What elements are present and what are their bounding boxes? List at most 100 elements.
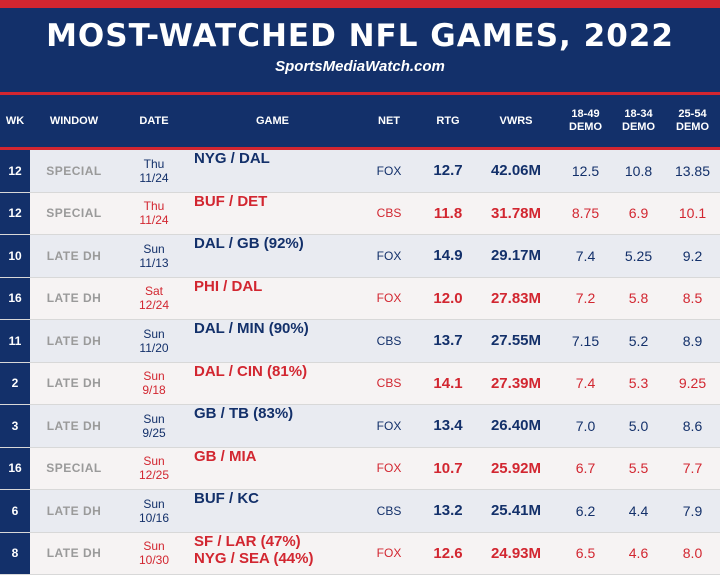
date-value: 12/25 [139,468,169,482]
window-cell: LATE DH [30,405,118,447]
week-cell: 6 [0,490,30,532]
date-value: 11/20 [139,341,168,355]
week-cell: 12 [0,150,30,192]
game-matchup: PHI / DAL [194,278,262,295]
date-day: Thu [144,199,165,213]
window-cell: LATE DH [30,320,118,362]
column-header: GAME [190,95,355,147]
game-matchup: BUF / KC [194,490,259,507]
network-cell: CBS [355,193,423,235]
window-cell: LATE DH [30,235,118,277]
demo-18-34-cell: 6.9 [612,193,665,235]
demo-25-54-cell: 9.2 [665,235,720,277]
week-cell: 3 [0,405,30,447]
window-cell: LATE DH [30,363,118,405]
column-header: WINDOW [30,95,118,147]
week-cell: 8 [0,533,30,575]
rating-cell: 10.7 [423,448,473,490]
demo-25-54-cell: 8.9 [665,320,720,362]
network-cell: CBS [355,320,423,362]
window-cell: SPECIAL [30,448,118,490]
viewers-cell: 27.39M [473,363,559,405]
rating-cell: 12.6 [423,533,473,575]
date-day: Thu [144,157,165,171]
demo-18-49-cell: 8.75 [559,193,612,235]
demo-18-34-cell: 5.0 [612,405,665,447]
date-day: Sun [143,497,164,511]
game-cell: BUF / DET [190,193,355,235]
week-cell: 12 [0,193,30,235]
window-cell: SPECIAL [30,193,118,235]
demo-18-49-cell: 12.5 [559,150,612,192]
game-cell: GB / TB (83%) [190,405,355,447]
date-value: 11/13 [139,256,168,270]
viewers-cell: 24.93M [473,533,559,575]
date-value: 9/18 [142,383,165,397]
column-header: 18-34 DEMO [612,95,665,147]
window-cell: SPECIAL [30,150,118,192]
demo-25-54-cell: 8.5 [665,278,720,320]
date-value: 10/30 [139,553,169,567]
column-header: WK [0,95,30,147]
title-banner: MOST-WATCHED NFL GAMES, 2022 SportsMedia… [0,8,720,95]
date-day: Sun [143,539,164,553]
viewers-cell: 26.40M [473,405,559,447]
game-matchup: SF / LAR (47%) [194,533,301,550]
demo-18-34-cell: 4.6 [612,533,665,575]
network-cell: FOX [355,533,423,575]
column-header: VWRS [473,95,559,147]
week-cell: 16 [0,278,30,320]
viewers-cell: 25.41M [473,490,559,532]
demo-18-49-cell: 7.0 [559,405,612,447]
demo-18-34-cell: 5.2 [612,320,665,362]
demo-25-54-cell: 8.0 [665,533,720,575]
demo-25-54-cell: 10.1 [665,193,720,235]
date-value: 10/16 [139,511,169,525]
game-cell: SF / LAR (47%)NYG / SEA (44%) [190,533,355,575]
column-header: DATE [118,95,190,147]
viewers-cell: 29.17M [473,235,559,277]
demo-25-54-cell: 8.6 [665,405,720,447]
week-cell: 16 [0,448,30,490]
network-cell: CBS [355,490,423,532]
demo-25-54-cell: 7.9 [665,490,720,532]
viewers-cell: 31.78M [473,193,559,235]
demo-18-49-cell: 7.4 [559,235,612,277]
game-cell: DAL / CIN (81%) [190,363,355,405]
game-matchup: GB / TB (83%) [194,405,293,422]
date-day: Sat [145,284,163,298]
window-cell: LATE DH [30,533,118,575]
demo-18-49-cell: 6.5 [559,533,612,575]
column-header: 25-54 DEMO [665,95,720,147]
date-value: 11/24 [139,213,168,227]
network-cell: FOX [355,235,423,277]
column-header: 18-49 DEMO [559,95,612,147]
game-cell: NYG / DAL [190,150,355,192]
game-matchup: DAL / GB (92%) [194,235,304,252]
demo-25-54-cell: 9.25 [665,363,720,405]
date-value: 12/24 [139,298,169,312]
demo-18-34-cell: 4.4 [612,490,665,532]
rating-cell: 11.8 [423,193,473,235]
demo-18-34-cell: 5.25 [612,235,665,277]
date-value: 11/24 [139,171,168,185]
demo-18-49-cell: 7.4 [559,363,612,405]
viewers-cell: 27.83M [473,278,559,320]
viewers-cell: 27.55M [473,320,559,362]
game-cell: DAL / MIN (90%) [190,320,355,362]
source-subtitle: SportsMediaWatch.com [0,56,720,78]
demo-18-34-cell: 5.8 [612,278,665,320]
game-cell: PHI / DAL [190,278,355,320]
